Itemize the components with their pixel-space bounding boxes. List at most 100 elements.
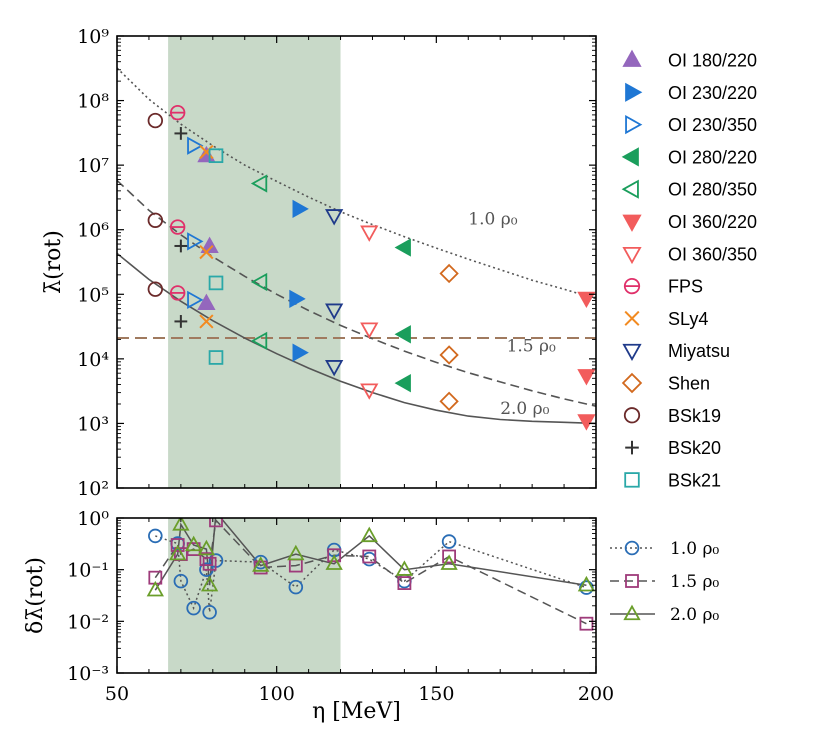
point-6-2 [360, 383, 379, 400]
residual-point-0-3 [186, 600, 201, 616]
legend-marker-6 [622, 246, 642, 265]
point-5-1 [577, 369, 596, 386]
point-4-0 [250, 174, 268, 193]
point-1-1 [289, 289, 306, 308]
residual-frame [116, 517, 597, 674]
x-axis-label: η [MeV] [312, 699, 401, 724]
curve-labels: 1.0 ρ₀ 1.5 ρ₀ 2.0 ρ₀ [468, 210, 556, 419]
residual-line-0 [155, 535, 587, 613]
y-tick-label: 10⁴ [77, 349, 109, 371]
legend-label-1: OI 230/220 [668, 83, 757, 103]
point-6-0 [360, 225, 379, 242]
legend-marker-9 [622, 343, 642, 362]
x-tick-label: 100 [259, 683, 295, 705]
legend-label-7: FPS [668, 277, 703, 297]
residual-point-0-0 [148, 528, 163, 544]
residual-y-axis-label: δλ̄(rot) [23, 557, 48, 634]
point-5-2 [577, 414, 596, 431]
residual-panel: 50 100 150 200 10⁻³ 10⁻² 10⁻¹ 10⁰ δλ̄(rot) η [M… [23, 508, 614, 724]
point-1-2 [292, 343, 309, 362]
legend-label-13: BSk21 [668, 470, 721, 490]
point-3-0 [394, 238, 411, 257]
res-legend-marker-2 [623, 604, 641, 621]
point-1-0 [292, 199, 309, 219]
point-9-0 [325, 209, 344, 226]
point-10-0 [439, 263, 459, 284]
residual-point-2-8 [287, 544, 305, 561]
residual-ticks: 50 100 150 200 10⁻³ 10⁻² 10⁻¹ 10⁰ [67, 508, 614, 705]
point-12-0 [174, 127, 188, 140]
legend-label-5: OI 360/220 [668, 212, 757, 232]
point-13-1 [208, 275, 224, 291]
point-3-2 [394, 374, 411, 393]
main-y-axis-label: λ̄(rot) [41, 230, 66, 294]
legend-label-4: OI 280/350 [668, 180, 757, 200]
res-legend-label-2: 2.0 ρ₀ [670, 605, 719, 625]
point-13-0 [208, 148, 224, 164]
point-12-2 [174, 315, 188, 328]
residual-point-2-9 [325, 554, 343, 570]
point-6-1 [360, 322, 379, 339]
residual-point-2-3 [184, 535, 203, 552]
y-tick-label: 10⁸ [77, 91, 109, 113]
residual-point-2-1 [169, 544, 187, 561]
residual-point-2-10 [360, 526, 378, 543]
res-legend-marker-1 [625, 574, 639, 588]
point-5-0 [577, 291, 596, 309]
point-3-1 [394, 325, 411, 344]
data-points [147, 104, 596, 431]
residual-shaded-band [168, 518, 341, 673]
residual-point-2-6 [207, 518, 225, 519]
res-y-tick-label: 10⁻³ [67, 663, 109, 685]
legend-marker-3 [621, 147, 639, 167]
point-10-1 [439, 345, 459, 365]
point-11-2 [147, 281, 164, 297]
legend-marker-11 [623, 407, 641, 424]
legend-marker-2 [625, 114, 643, 135]
legend-marker-7 [623, 277, 641, 295]
fit-curve-2 [116, 252, 597, 425]
point-11-0 [147, 112, 164, 129]
point-7-1 [169, 219, 186, 235]
legend-marker-8 [624, 310, 640, 326]
point-7-2 [169, 285, 186, 301]
legend-label-6: OI 360/350 [668, 244, 757, 264]
shaded-band [168, 36, 341, 488]
x-tick-label: 150 [418, 683, 454, 705]
y-tick-label: 10³ [77, 413, 109, 435]
res-legend-label-1: 1.5 ρ₀ [670, 572, 719, 592]
residual-legend: 1.0 ρ₀ 1.5 ρ₀ 2.0 ρ₀ [610, 539, 719, 625]
legend-marker-10 [621, 372, 643, 394]
fit-curves [116, 67, 597, 425]
residual-point-2-11 [395, 560, 414, 576]
residual-point-1-6 [209, 518, 223, 528]
legend-label-8: SLy4 [668, 309, 708, 329]
y-tick-label: 10⁹ [77, 26, 109, 48]
legend-label-11: BSk19 [668, 406, 721, 426]
x-tick-label: 200 [578, 683, 614, 705]
legend-marker-0 [622, 49, 642, 67]
legend-marker-12 [625, 440, 639, 455]
residual-point-2-7 [252, 556, 270, 572]
main-ticks: 10² 10³ 10⁴ 10⁵ 10⁶ 10⁷ 10⁸ 10⁹ [77, 26, 597, 500]
res-y-tick-label: 10⁻¹ [67, 560, 109, 582]
residual-point-0-2 [173, 573, 189, 589]
residual-point-0-12 [441, 534, 457, 549]
residual-point-2-12 [440, 554, 458, 570]
legend-label-10: Shen [668, 374, 710, 394]
point-11-1 [147, 212, 164, 228]
residual-point-1-4 [199, 552, 214, 567]
curve-label-0: 1.0 ρ₀ [468, 210, 517, 230]
res-legend-label-0: 1.0 ρ₀ [670, 539, 719, 559]
point-12-1 [174, 239, 188, 253]
y-tick-label: 10⁵ [77, 284, 109, 306]
residual-point-1-11 [397, 576, 412, 590]
curve-label-1: 1.5 ρ₀ [507, 336, 556, 356]
main-legend: OI 180/220 OI 230/220 OI 230/350 OI 280/220… [621, 49, 757, 490]
legend-label-12: BSk20 [668, 438, 721, 458]
res-y-tick-label: 10⁰ [77, 508, 109, 530]
res-legend-marker-0 [624, 540, 640, 556]
point-0-1 [200, 236, 219, 253]
point-2-2 [187, 290, 204, 309]
legend-marker-4 [621, 179, 639, 199]
